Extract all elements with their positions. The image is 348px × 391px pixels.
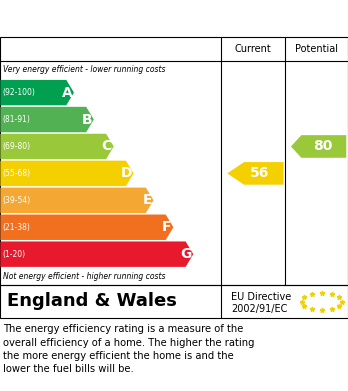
Text: (21-38): (21-38)	[3, 223, 31, 232]
Text: EU Directive: EU Directive	[231, 292, 292, 301]
Text: Energy Efficiency Rating: Energy Efficiency Rating	[10, 11, 232, 26]
Text: (69-80): (69-80)	[3, 142, 31, 151]
Text: 80: 80	[314, 140, 333, 154]
Text: Not energy efficient - higher running costs: Not energy efficient - higher running co…	[3, 272, 166, 281]
Polygon shape	[291, 135, 346, 158]
Text: (92-100): (92-100)	[3, 88, 35, 97]
Polygon shape	[227, 162, 284, 185]
Polygon shape	[0, 161, 134, 186]
Polygon shape	[0, 107, 94, 132]
Polygon shape	[0, 80, 74, 105]
Text: G: G	[180, 247, 191, 261]
Text: (81-91): (81-91)	[3, 115, 31, 124]
Polygon shape	[0, 215, 173, 240]
Text: Potential: Potential	[295, 44, 338, 54]
Text: (1-20): (1-20)	[3, 250, 26, 259]
Text: B: B	[81, 113, 92, 127]
Text: Very energy efficient - lower running costs: Very energy efficient - lower running co…	[3, 65, 166, 74]
Text: (55-68): (55-68)	[3, 169, 31, 178]
Text: The energy efficiency rating is a measure of the
overall efficiency of a home. T: The energy efficiency rating is a measur…	[3, 325, 255, 374]
Text: (39-54): (39-54)	[3, 196, 31, 205]
Text: F: F	[162, 220, 172, 234]
Text: D: D	[120, 167, 132, 180]
Text: England & Wales: England & Wales	[7, 292, 177, 310]
Polygon shape	[0, 134, 114, 159]
Text: E: E	[142, 193, 152, 207]
Text: Current: Current	[235, 44, 271, 54]
Text: A: A	[62, 86, 72, 100]
Text: C: C	[102, 140, 112, 154]
Polygon shape	[0, 188, 153, 213]
Text: 2002/91/EC: 2002/91/EC	[231, 304, 288, 314]
Text: 56: 56	[250, 167, 269, 180]
Polygon shape	[0, 242, 193, 267]
